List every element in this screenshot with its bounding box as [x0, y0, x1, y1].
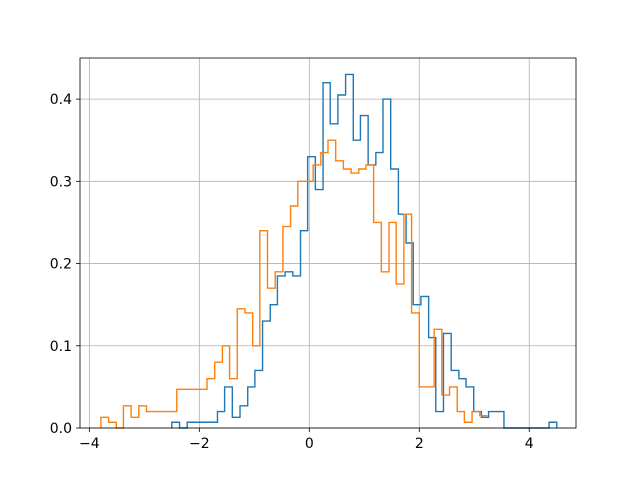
x-tick-label: 0: [305, 436, 314, 452]
x-tick-label: 4: [525, 436, 534, 452]
y-tick-label: 0.2: [50, 257, 72, 273]
histogram-series-2: [100, 139, 488, 429]
series-layer: [100, 73, 558, 429]
y-axis: 0.0 0.1 0.2 0.3 0.4: [50, 92, 80, 437]
x-axis: −4 −2 0 2 4: [79, 428, 534, 452]
y-tick-label: 0.3: [50, 174, 72, 190]
plot-area: [80, 58, 576, 428]
x-tick-label: −4: [79, 436, 100, 452]
y-tick-label: 0.1: [50, 339, 72, 355]
y-tick-label: 0.0: [50, 421, 72, 437]
y-tick-label: 0.4: [50, 92, 72, 108]
axes-frame: [79, 57, 577, 429]
x-tick-label: −2: [189, 436, 210, 452]
x-tick-label: 2: [415, 436, 424, 452]
